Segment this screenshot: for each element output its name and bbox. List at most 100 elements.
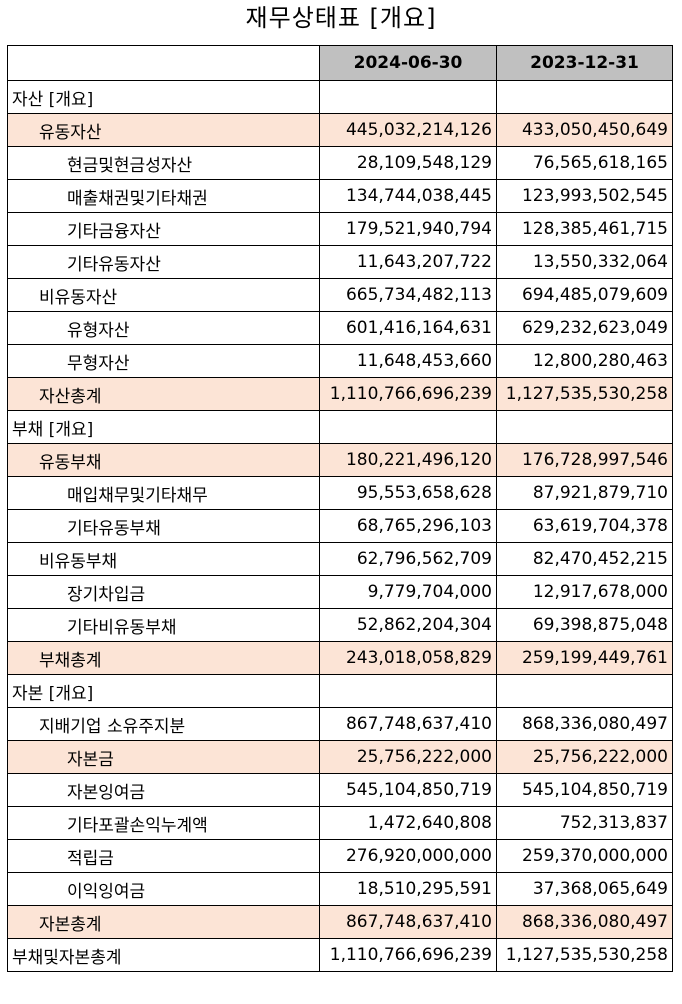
table-row: 적립금 276,920,000,000 259,370,000,000 — [7, 839, 673, 873]
table-row: 기타유동부채 68,765,296,103 63,619,704,378 — [7, 509, 673, 543]
row-label: 유동부채 — [7, 443, 320, 477]
table-row: 부채및자본총계 1,110,766,696,239 1,127,535,530,25… — [7, 938, 673, 972]
column-header-2023-12-31: 2023-12-31 — [496, 45, 673, 81]
value-2024-06-30: 25,756,222,000 — [319, 740, 497, 774]
row-label: 매입채무및기타채무 — [7, 476, 320, 510]
table-row: 기타비유동부채 52,862,204,304 69,398,875,048 — [7, 608, 673, 642]
value-2024-06-30: 1,110,766,696,239 — [319, 377, 497, 411]
value-2024-06-30: 867,748,637,410 — [319, 905, 497, 939]
table-row: 매출채권및기타채권 134,744,038,445 123,993,502,545 — [7, 179, 673, 213]
table-row: 자본 [개요] — [7, 674, 673, 708]
value-2023-12-31: 76,565,618,165 — [496, 146, 673, 180]
table-row: 유동자산 445,032,214,126 433,050,450,649 — [7, 113, 673, 147]
row-label: 이익잉여금 — [7, 872, 320, 906]
value-2023-12-31: 545,104,850,719 — [496, 773, 673, 807]
table-row: 자본총계 867,748,637,410 868,336,080,497 — [7, 905, 673, 939]
value-2023-12-31: 82,470,452,215 — [496, 542, 673, 576]
value-2024-06-30: 545,104,850,719 — [319, 773, 497, 807]
table-row: 지배기업 소유주지분 867,748,637,410 868,336,080,497 — [7, 707, 673, 741]
value-2024-06-30: 1,472,640,808 — [319, 806, 497, 840]
value-2024-06-30: 134,744,038,445 — [319, 179, 497, 213]
value-2024-06-30 — [319, 410, 497, 444]
row-label: 기타금융자산 — [7, 212, 320, 246]
table-row: 현금및현금성자산 28,109,548,129 76,565,618,165 — [7, 146, 673, 180]
row-label: 자본 [개요] — [7, 674, 320, 708]
row-label: 기타유동부채 — [7, 509, 320, 543]
value-2024-06-30: 52,862,204,304 — [319, 608, 497, 642]
row-label: 부채및자본총계 — [7, 938, 320, 972]
value-2023-12-31: 87,921,879,710 — [496, 476, 673, 510]
value-2024-06-30: 1,110,766,696,239 — [319, 938, 497, 972]
value-2023-12-31: 629,232,623,049 — [496, 311, 673, 345]
balance-sheet-table: 2024-06-30 2023-12-31 자산 [개요] 유동자산 445,032… — [7, 45, 673, 972]
table-row: 무형자산 11,648,453,660 12,800,280,463 — [7, 344, 673, 378]
value-2024-06-30: 601,416,164,631 — [319, 311, 497, 345]
row-label: 유동자산 — [7, 113, 320, 147]
row-label: 기타포괄손익누계액 — [7, 806, 320, 840]
header-blank-cell — [7, 45, 320, 81]
page-title: 재무상태표 [개요] — [245, 4, 437, 32]
value-2023-12-31: 868,336,080,497 — [496, 905, 673, 939]
value-2023-12-31: 433,050,450,649 — [496, 113, 673, 147]
value-2023-12-31: 1,127,535,530,258 — [496, 938, 673, 972]
value-2023-12-31: 12,917,678,000 — [496, 575, 673, 609]
table-row: 비유동자산 665,734,482,113 694,485,079,609 — [7, 278, 673, 312]
value-2023-12-31: 259,370,000,000 — [496, 839, 673, 873]
table-row: 비유동부채 62,796,562,709 82,470,452,215 — [7, 542, 673, 576]
value-2024-06-30: 665,734,482,113 — [319, 278, 497, 312]
value-2024-06-30: 179,521,940,794 — [319, 212, 497, 246]
value-2024-06-30: 18,510,295,591 — [319, 872, 497, 906]
table-row: 장기차입금 9,779,704,000 12,917,678,000 — [7, 575, 673, 609]
row-label: 기타유동자산 — [7, 245, 320, 279]
value-2023-12-31: 123,993,502,545 — [496, 179, 673, 213]
table-row: 매입채무및기타채무 95,553,658,628 87,921,879,710 — [7, 476, 673, 510]
row-label: 장기차입금 — [7, 575, 320, 609]
value-2024-06-30: 243,018,058,829 — [319, 641, 497, 675]
table-row: 부채총계 243,018,058,829 259,199,449,761 — [7, 641, 673, 675]
table-row: 기타유동자산 11,643,207,722 13,550,332,064 — [7, 245, 673, 279]
value-2024-06-30 — [319, 674, 497, 708]
row-label: 비유동부채 — [7, 542, 320, 576]
value-2024-06-30 — [319, 80, 497, 114]
column-header-2024-06-30: 2024-06-30 — [319, 45, 497, 81]
table-row: 이익잉여금 18,510,295,591 37,368,065,649 — [7, 872, 673, 906]
row-label: 부채 [개요] — [7, 410, 320, 444]
row-label: 자산 [개요] — [7, 80, 320, 114]
value-2023-12-31: 1,127,535,530,258 — [496, 377, 673, 411]
row-label: 매출채권및기타채권 — [7, 179, 320, 213]
value-2023-12-31: 259,199,449,761 — [496, 641, 673, 675]
row-label: 무형자산 — [7, 344, 320, 378]
value-2023-12-31: 25,756,222,000 — [496, 740, 673, 774]
header-row: 2024-06-30 2023-12-31 — [7, 45, 673, 81]
value-2023-12-31: 12,800,280,463 — [496, 344, 673, 378]
value-2023-12-31: 752,313,837 — [496, 806, 673, 840]
value-2024-06-30: 11,643,207,722 — [319, 245, 497, 279]
table-row: 자본금 25,756,222,000 25,756,222,000 — [7, 740, 673, 774]
row-label: 비유동자산 — [7, 278, 320, 312]
value-2023-12-31: 69,398,875,048 — [496, 608, 673, 642]
table-row: 기타포괄손익누계액 1,472,640,808 752,313,837 — [7, 806, 673, 840]
row-label: 현금및현금성자산 — [7, 146, 320, 180]
value-2024-06-30: 276,920,000,000 — [319, 839, 497, 873]
value-2023-12-31 — [496, 674, 673, 708]
table-row: 부채 [개요] — [7, 410, 673, 444]
value-2023-12-31: 63,619,704,378 — [496, 509, 673, 543]
value-2024-06-30: 9,779,704,000 — [319, 575, 497, 609]
value-2023-12-31: 13,550,332,064 — [496, 245, 673, 279]
table-row: 자산총계 1,110,766,696,239 1,127,535,530,258 — [7, 377, 673, 411]
row-label: 지배기업 소유주지분 — [7, 707, 320, 741]
row-label: 유형자산 — [7, 311, 320, 345]
row-label: 기타비유동부채 — [7, 608, 320, 642]
value-2023-12-31: 868,336,080,497 — [496, 707, 673, 741]
row-label: 적립금 — [7, 839, 320, 873]
value-2023-12-31 — [496, 410, 673, 444]
value-2024-06-30: 68,765,296,103 — [319, 509, 497, 543]
table-row: 자산 [개요] — [7, 80, 673, 114]
value-2024-06-30: 95,553,658,628 — [319, 476, 497, 510]
value-2024-06-30: 180,221,496,120 — [319, 443, 497, 477]
table-row: 유동부채 180,221,496,120 176,728,997,546 — [7, 443, 673, 477]
table-row: 자본잉여금 545,104,850,719 545,104,850,719 — [7, 773, 673, 807]
value-2023-12-31: 176,728,997,546 — [496, 443, 673, 477]
table-row: 유형자산 601,416,164,631 629,232,623,049 — [7, 311, 673, 345]
value-2024-06-30: 867,748,637,410 — [319, 707, 497, 741]
